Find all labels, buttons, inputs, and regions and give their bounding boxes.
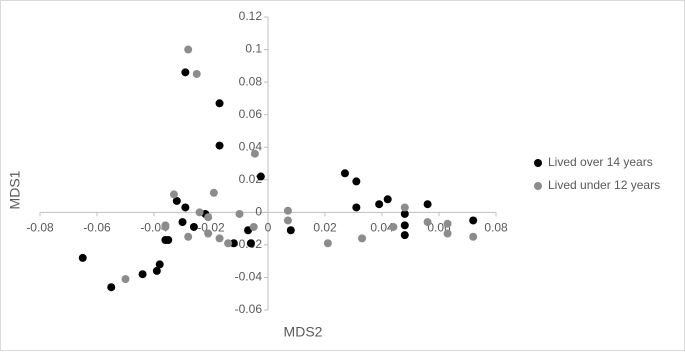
- point: [249, 222, 258, 231]
- x-tick-label: -0.04: [140, 221, 168, 235]
- x-tick-label: -0.02: [197, 221, 225, 235]
- point: [375, 200, 384, 209]
- point: [204, 229, 213, 238]
- y-tick-label: 0.02: [239, 172, 263, 186]
- y-tick-label: 0: [255, 205, 262, 219]
- y-tick-label: 0.04: [239, 139, 263, 153]
- legend-marker: [534, 159, 542, 167]
- y-tick-label: 0.08: [239, 74, 263, 88]
- point: [323, 239, 332, 248]
- point: [184, 45, 193, 54]
- point: [224, 239, 233, 248]
- point: [189, 222, 198, 231]
- point: [469, 232, 478, 241]
- point: [152, 266, 161, 275]
- point: [389, 222, 398, 231]
- y-tick-label: 0.12: [239, 9, 263, 23]
- point: [352, 203, 361, 212]
- legend-marker: [534, 182, 542, 190]
- y-tick-label: 0.1: [245, 42, 262, 56]
- point: [107, 283, 116, 292]
- point: [215, 99, 224, 108]
- x-tick-label: 0.04: [370, 221, 394, 235]
- point: [215, 141, 224, 150]
- x-tick-label: -0.08: [26, 221, 54, 235]
- x-tick-label: -0.06: [83, 221, 111, 235]
- y-tick-label: -0.06: [235, 302, 263, 316]
- point: [229, 239, 238, 248]
- point: [178, 218, 187, 227]
- point: [383, 195, 392, 204]
- point: [195, 208, 204, 217]
- point: [181, 203, 190, 212]
- x-tick-label: 0.02: [313, 221, 337, 235]
- point: [121, 275, 130, 284]
- x-tick-label: 0: [265, 221, 272, 235]
- point: [209, 188, 218, 197]
- point: [250, 149, 259, 158]
- point: [192, 69, 201, 78]
- point: [400, 221, 409, 230]
- point: [286, 226, 295, 235]
- point: [204, 213, 213, 222]
- point: [283, 216, 292, 225]
- point: [164, 236, 173, 245]
- point: [181, 68, 190, 77]
- point: [443, 219, 452, 228]
- point: [78, 253, 87, 262]
- legend-label: Lived over 14 years: [548, 155, 653, 169]
- y-axis-title: MDS1: [7, 170, 23, 209]
- point: [215, 234, 224, 243]
- point: [400, 203, 409, 212]
- legend-label: Lived under 12 years: [548, 178, 660, 192]
- x-axis-title: MDS2: [284, 324, 323, 340]
- point: [423, 200, 432, 209]
- x-tick-label: 0.08: [484, 221, 508, 235]
- y-tick-label: 0.06: [239, 107, 263, 121]
- point: [184, 232, 193, 241]
- y-tick-label: -0.04: [235, 270, 263, 284]
- point: [138, 270, 147, 279]
- point: [400, 231, 409, 240]
- point: [235, 209, 244, 218]
- point: [161, 222, 170, 231]
- point: [400, 209, 409, 218]
- point: [423, 218, 432, 227]
- point: [340, 169, 349, 178]
- point: [443, 229, 452, 238]
- point: [283, 206, 292, 215]
- point: [358, 234, 367, 243]
- point: [352, 177, 361, 186]
- point: [169, 190, 178, 199]
- point: [246, 239, 255, 248]
- point: [469, 216, 478, 225]
- point: [172, 196, 181, 205]
- point: [155, 260, 164, 269]
- point: [256, 172, 265, 181]
